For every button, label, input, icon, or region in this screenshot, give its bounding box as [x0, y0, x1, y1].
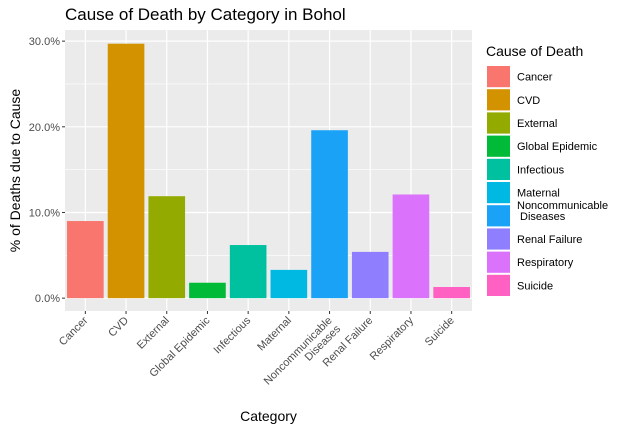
legend-label-respiratory: Respiratory	[517, 257, 574, 269]
bar-cvd	[107, 43, 145, 299]
bar-global-epidemic	[189, 282, 226, 299]
bar-suicide	[433, 287, 470, 299]
x-tick-label-cvd: CVD	[106, 315, 131, 340]
legend-label-maternal: Maternal	[517, 188, 560, 200]
y-tick-label: 30.0%	[29, 36, 60, 48]
legend-label-noncommunicable-diseases: Noncommunicable Diseases	[517, 200, 608, 223]
bar-respiratory	[392, 194, 430, 299]
x-tick-label-maternal: Maternal	[255, 315, 294, 354]
legend-key-cancer	[487, 66, 510, 88]
legend-key-noncommunicable-diseases	[487, 205, 510, 227]
x-axis-title: Category	[240, 408, 297, 424]
bar-noncommunicable-diseases	[311, 130, 348, 299]
legend-key-external	[487, 112, 510, 134]
chart-title: Cause of Death by Category in Bohol	[65, 5, 346, 24]
legend-title: Cause of Death	[486, 43, 583, 59]
legend-key-cvd	[487, 89, 510, 111]
legend-key-suicide	[487, 274, 510, 296]
x-tick-label-suicide: Suicide	[423, 315, 457, 349]
legend-label-external: External	[517, 118, 557, 130]
x-tick-label-external: External	[135, 315, 172, 352]
legend-key-maternal	[487, 182, 510, 204]
x-tick-label-cancer: Cancer	[57, 314, 91, 348]
legend-label-global-epidemic: Global Epidemic	[517, 141, 598, 153]
bar-maternal	[270, 269, 308, 299]
y-axis: 0.0% 10.0% 20.0% 30.0%	[29, 36, 65, 305]
legend-label-cancer: Cancer	[517, 72, 553, 84]
y-tick-label: 0.0%	[35, 293, 60, 305]
bars	[67, 43, 470, 299]
legend-key-renal-failure	[487, 228, 510, 250]
y-tick-label: 10.0%	[29, 207, 60, 219]
bar-renal-failure	[351, 251, 389, 299]
y-tick-label: 20.0%	[29, 122, 60, 134]
legend-label-suicide: Suicide	[517, 280, 553, 292]
bar-infectious	[229, 245, 267, 299]
legend-label-renal-failure: Renal Failure	[517, 234, 582, 246]
bar-cancer	[67, 221, 104, 299]
x-tick-label-infectious: Infectious	[211, 314, 253, 356]
legend-key-respiratory	[487, 251, 510, 273]
bar-external	[148, 196, 186, 299]
legend-label-cvd: CVD	[517, 95, 540, 107]
x-tick-label-respiratory: Respiratory	[368, 314, 417, 363]
legend-key-global-epidemic	[487, 135, 510, 157]
legend: Cause of Death Cancer CVD External Global E…	[486, 43, 608, 296]
legend-label-infectious: Infectious	[517, 164, 565, 176]
y-axis-title: % of Deaths due to Cause	[7, 89, 23, 253]
legend-key-infectious	[487, 158, 510, 180]
